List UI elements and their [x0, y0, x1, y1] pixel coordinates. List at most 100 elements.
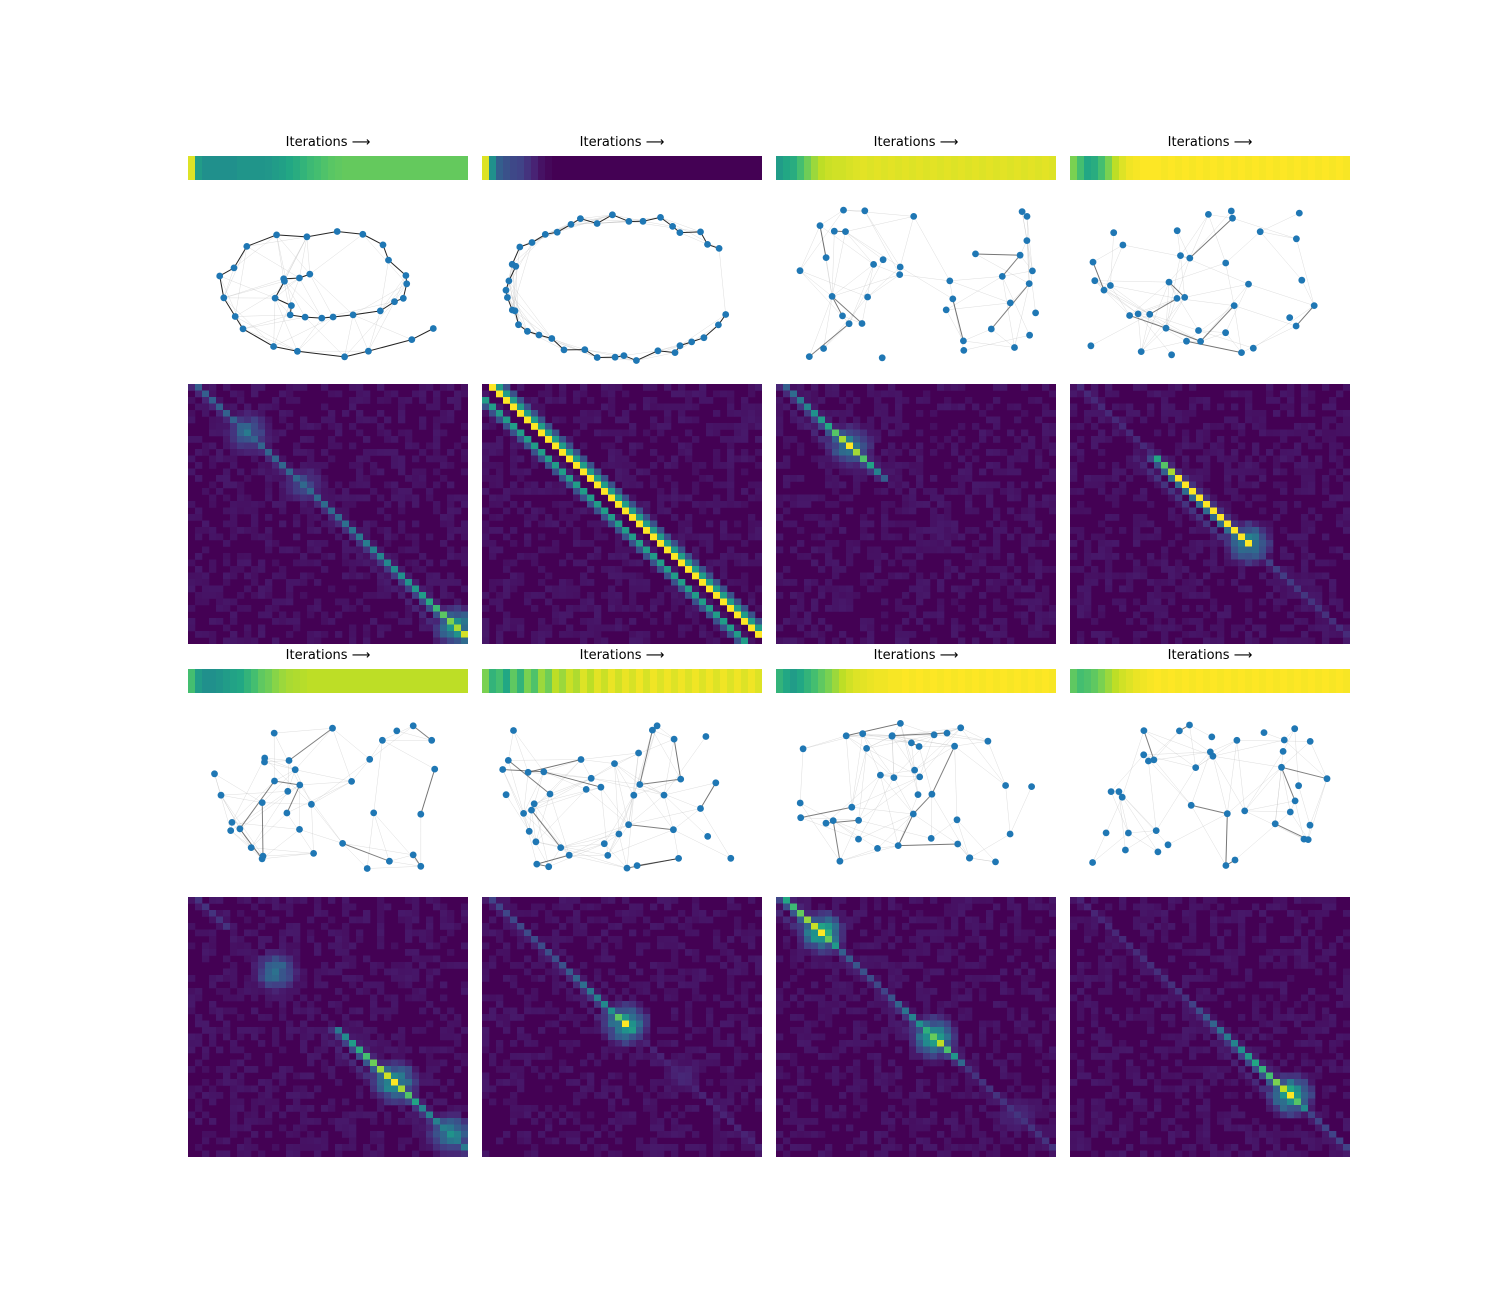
heatmap-cell — [356, 429, 364, 437]
heatmap-cell — [447, 1079, 455, 1086]
strip-cell — [307, 156, 315, 180]
heatmap-cell — [1070, 553, 1078, 560]
heatmap-cell — [1217, 566, 1225, 573]
heatmap-cell — [895, 507, 903, 515]
heatmap-cell — [328, 618, 336, 625]
heatmap-cell — [237, 592, 245, 599]
heatmap-cell — [440, 592, 448, 599]
heatmap-cell — [293, 520, 301, 528]
heatmap-cell — [447, 1020, 455, 1028]
strip-cell — [433, 669, 441, 693]
heatmap-cell — [377, 1007, 385, 1015]
heatmap-cell — [720, 618, 728, 625]
network-graph — [796, 206, 1039, 362]
heatmap-cell — [342, 598, 350, 606]
heatmap-cell — [391, 553, 399, 560]
heatmap-cell — [727, 598, 735, 606]
heatmap-cell — [251, 981, 259, 989]
heatmap-cell — [244, 624, 252, 632]
heatmap-cell — [426, 1105, 434, 1112]
graph-edge-weak — [513, 730, 545, 772]
heatmap-cell — [1238, 481, 1246, 489]
heatmap-cell — [1070, 468, 1078, 476]
heatmap-cell — [300, 1046, 308, 1054]
heatmap-cell — [1000, 624, 1008, 632]
heatmap-cell — [314, 559, 322, 567]
heatmap-cell — [405, 475, 413, 482]
heatmap-cell — [195, 462, 203, 469]
graph-node — [291, 766, 299, 774]
heatmap-cell — [1196, 514, 1204, 521]
heatmap-cell — [1301, 592, 1309, 599]
heatmap-cell — [1287, 455, 1295, 463]
heatmap-cell — [391, 585, 399, 593]
heatmap-cell — [265, 436, 273, 443]
heatmap-cell — [937, 611, 945, 619]
graph-edge-weak — [274, 277, 300, 299]
graph-node — [677, 775, 685, 783]
heatmap-cell — [1028, 507, 1036, 515]
heatmap-cell — [1301, 429, 1309, 437]
heatmap-cell — [587, 631, 595, 638]
heatmap-cell — [1182, 429, 1190, 437]
graph-node — [499, 766, 507, 773]
heatmap-cell — [566, 436, 574, 443]
heatmap-cell — [454, 553, 462, 560]
heatmap-cell — [1140, 462, 1148, 469]
strip-cell — [608, 156, 616, 180]
graph-edge-weak — [1141, 297, 1185, 352]
graph-edge-weak — [1225, 231, 1261, 264]
heatmap-cell — [1070, 403, 1078, 411]
heatmap-cell — [1301, 475, 1309, 482]
heatmap-cell — [447, 624, 455, 632]
heatmap-cell — [664, 897, 672, 904]
heatmap-cell — [321, 611, 329, 619]
heatmap-cell — [958, 637, 966, 644]
heatmap-cell — [286, 988, 294, 995]
heatmap-cell — [839, 494, 847, 502]
heatmap-cell — [461, 449, 468, 456]
heatmap-cell — [286, 1105, 294, 1112]
heatmap-cell — [412, 455, 420, 463]
heatmap-cell — [643, 384, 651, 391]
graph-node — [524, 768, 532, 776]
heatmap-cell — [496, 598, 504, 606]
heatmap-cell — [265, 1111, 273, 1119]
heatmap-cell — [440, 1137, 448, 1145]
heatmap-cell — [440, 462, 448, 469]
heatmap-cell — [279, 390, 287, 398]
heatmap-cell — [860, 533, 868, 541]
heatmap-cell — [643, 579, 651, 586]
graph-edge-weak — [663, 794, 708, 837]
heatmap-cell — [615, 436, 623, 443]
graph-edge-weak — [679, 314, 726, 346]
graph-node — [530, 800, 538, 808]
heatmap-cell — [461, 942, 468, 950]
heatmap-cell — [895, 390, 903, 398]
heatmap-cell — [727, 488, 735, 495]
heatmap-cell — [440, 910, 448, 917]
heatmap-cell — [797, 397, 805, 404]
heatmap-cell — [811, 384, 819, 391]
heatmap-cell — [1154, 533, 1162, 541]
heatmap-cell — [699, 598, 707, 606]
heatmap-cell — [237, 442, 245, 450]
heatmap-cell — [804, 618, 812, 625]
heatmap-cell — [419, 468, 427, 476]
graph-edge-weak — [297, 317, 322, 352]
heatmap-cell — [419, 1007, 427, 1015]
heatmap-cell — [223, 475, 231, 482]
heatmap-cell — [1280, 436, 1288, 443]
heatmap-cell — [447, 1124, 455, 1132]
heatmap-cell — [1042, 429, 1050, 437]
graph-node — [217, 791, 225, 799]
heatmap-cell — [1217, 611, 1225, 619]
heatmap-cell — [1042, 384, 1050, 391]
heatmap-cell — [510, 540, 518, 547]
heatmap-cell — [1308, 598, 1316, 606]
heatmap-cell — [832, 410, 840, 417]
heatmap-cell — [559, 507, 567, 515]
heatmap-cell — [650, 605, 658, 612]
strip-cell — [356, 156, 364, 180]
heatmap-cell — [377, 988, 385, 995]
